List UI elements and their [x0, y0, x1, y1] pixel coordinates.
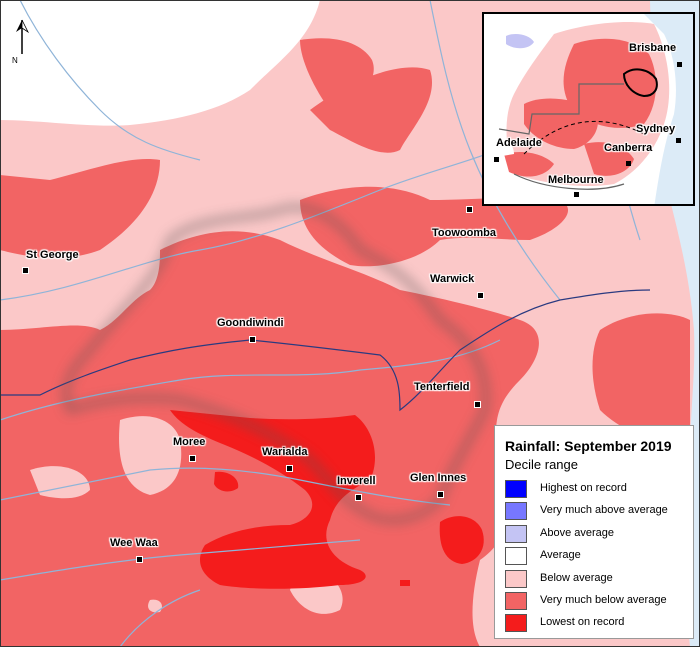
inset-city-melbourne: Melbourne — [548, 174, 604, 186]
inset-city-canberra: Canberra — [604, 142, 653, 154]
legend-swatch — [505, 614, 527, 633]
town-marker-icon — [466, 206, 473, 213]
legend-label: Above average — [540, 526, 614, 539]
town-goondiwindi: Goondiwindi — [217, 317, 284, 329]
town-warwick: Warwick — [430, 273, 475, 285]
legend-title: Rainfall: September 2019 — [505, 438, 672, 454]
inset-city-adelaide: Adelaide — [496, 137, 542, 149]
legend-swatch — [505, 592, 527, 610]
legend-swatch — [505, 547, 527, 566]
legend: Rainfall: September 2019 Decile range Hi… — [494, 425, 694, 639]
study-area-outline — [63, 204, 489, 523]
town-st-george: St George — [26, 249, 79, 261]
rivers — [0, 0, 641, 647]
town-tenterfield: Tenterfield — [414, 381, 470, 393]
legend-swatch — [505, 524, 527, 543]
legend-label: Below average — [540, 571, 613, 584]
town-marker-icon — [189, 455, 196, 462]
average-area — [0, 0, 320, 126]
town-toowoomba: Toowoomba — [432, 227, 496, 239]
state-border — [0, 289, 651, 412]
north-label: N — [12, 56, 18, 65]
legend-subtitle: Decile range — [505, 457, 578, 472]
inset-map: Brisbane Sydney Canberra Adelaide Melbou… — [482, 12, 695, 206]
lowest-on-record-area — [170, 410, 375, 589]
inset-city-sydney: Sydney — [636, 123, 676, 135]
town-wee-waa: Wee Waa — [110, 537, 158, 549]
town-glen-innes: Glen Innes — [410, 472, 467, 484]
legend-label: Average — [540, 549, 581, 562]
legend-swatch — [505, 502, 527, 521]
town-marker-icon — [22, 267, 29, 274]
town-marker-icon — [286, 465, 293, 472]
town-marker-icon — [474, 401, 481, 408]
town-marker-icon — [136, 556, 143, 563]
legend-label: Lowest on record — [540, 616, 625, 629]
legend-swatch — [505, 480, 527, 498]
town-moree: Moree — [173, 436, 206, 448]
town-inverell: Inverell — [337, 475, 376, 487]
legend-swatch — [505, 569, 527, 588]
town-marker-icon — [249, 336, 256, 343]
town-warialda: Warialda — [262, 446, 308, 458]
legend-label: Very much below average — [540, 594, 667, 606]
town-marker-icon — [355, 494, 362, 501]
legend-label: Highest on record — [540, 482, 627, 494]
inset-city-brisbane: Brisbane — [629, 42, 677, 54]
town-marker-icon — [477, 292, 484, 299]
legend-label: Very much above average — [540, 504, 668, 517]
town-marker-icon — [437, 491, 444, 498]
north-arrow-icon: N — [12, 18, 32, 66]
